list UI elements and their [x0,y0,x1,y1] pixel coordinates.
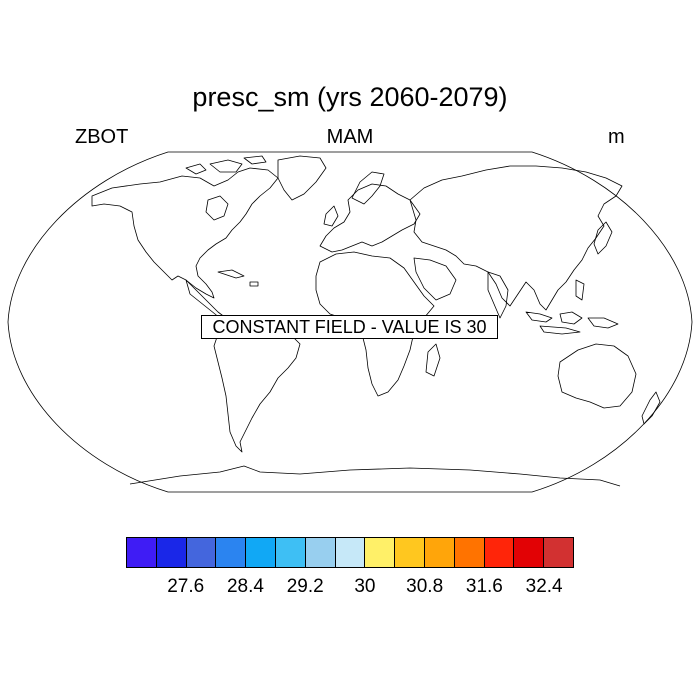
coastline-japan [593,221,613,255]
coastline-greenland [277,155,327,201]
colorbar-tick-label: 27.6 [167,576,205,597]
colorbar-swatch [246,538,276,567]
coastline-new-zealand [641,391,661,425]
coastline-hudson-bay [205,195,229,221]
colorbar-ticks: 27.6 28.4 29.2 30 30.8 31.6 32.4 [126,576,574,600]
colorbar-tick-label: 28.4 [226,576,264,597]
coastline-caribbean [217,269,259,287]
coastline-india [487,271,509,319]
colorbar-swatch [454,538,485,567]
colorbar-tick-label: 30 [354,576,376,597]
map-outline [7,151,693,493]
coastline-europe [319,183,421,253]
colorbar-swatch [216,538,247,567]
constant-field-notice: CONSTANT FIELD - VALUE IS 30 [201,315,498,339]
colorbar-swatch [127,538,157,567]
coastline-uk [323,205,339,227]
units-label: m [608,126,625,148]
coastline-madagascar [425,343,441,377]
colorbar-swatch [156,538,187,567]
colorbar-swatch [335,538,366,567]
colorbar-swatch [514,538,545,567]
map-title: presc_sm (yrs 2060-2079) [192,82,508,112]
colorbar-swatch [484,538,515,567]
colorbar-swatch [395,538,425,567]
coastline-scandinavia [351,171,385,205]
coastline-antarctica [129,465,621,487]
coastline-asia [409,165,623,311]
colorbar-swatch [275,538,306,567]
colorbar-tick-label: 32.4 [525,576,563,597]
coastline-north-america [91,167,279,299]
colorbar-swatch [186,538,217,567]
colorbar-tick-label: 30.8 [406,576,444,597]
colorbar-tick-label: 31.6 [465,576,503,597]
coastline-australia [557,343,637,409]
variable-label: ZBOT [75,126,129,148]
colorbar-tick-label: 29.2 [286,576,324,597]
colorbar-swatch [424,538,455,567]
colorbar-swatch [544,538,573,567]
colorbar-swatch [305,538,336,567]
coastline-indonesia [525,311,619,335]
season-label: MAM [326,126,374,148]
coastline-arabia [413,257,457,301]
coastline-arctic-islands [185,155,267,175]
coastline-philippines [575,279,585,301]
colorbar [126,537,574,568]
colorbar-swatch [365,538,396,567]
